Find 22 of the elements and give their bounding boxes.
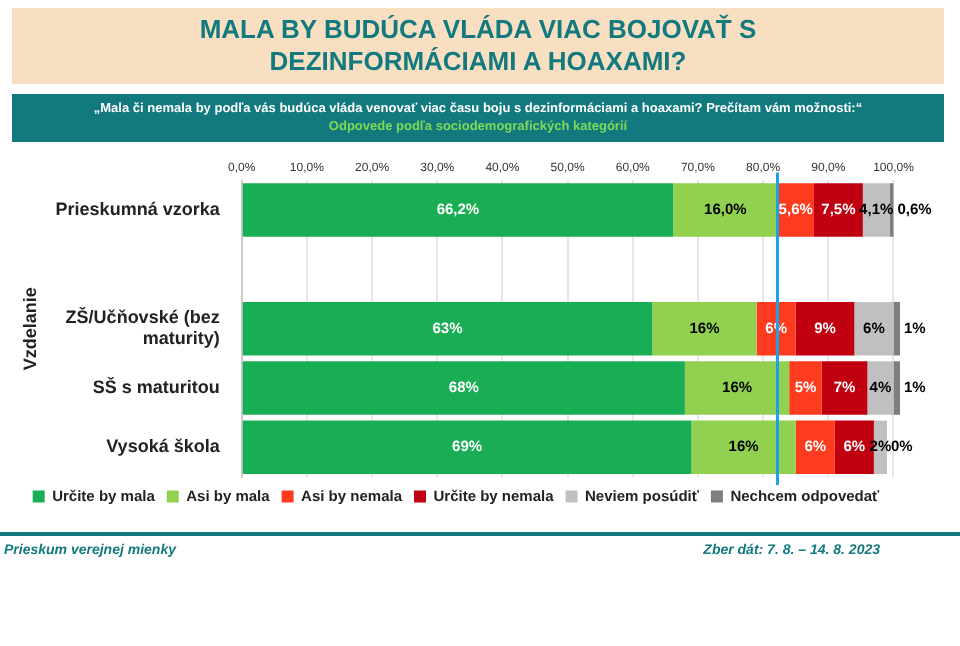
bar xyxy=(854,301,894,356)
y-tick-label: Vysoká škola xyxy=(106,436,222,457)
bar xyxy=(789,361,822,415)
bar xyxy=(821,361,868,415)
bar xyxy=(893,301,900,356)
bar xyxy=(893,361,900,415)
bar xyxy=(242,183,674,237)
bar xyxy=(242,420,692,475)
bar xyxy=(673,183,778,237)
bar xyxy=(795,420,835,475)
y-tick-label: Prieskumná vzorka xyxy=(55,199,222,220)
y-tick-label: ZŠ/Učňovské (bez maturity) xyxy=(65,304,221,349)
bar xyxy=(242,301,653,356)
bar xyxy=(795,301,855,356)
bar xyxy=(691,420,796,475)
bar xyxy=(652,301,757,356)
y-tick-label: SŠ s maturitou xyxy=(92,374,220,397)
bar xyxy=(813,183,863,237)
bar xyxy=(242,361,685,415)
bar xyxy=(684,361,790,415)
y-axis-title: Vzdelanie xyxy=(19,287,40,371)
chart-title: MALA BY BUDÚCA VLÁDA VIAC BOJOVAŤ S DEZINFORMÁCIAMI A HOAXAMI? xyxy=(12,8,944,84)
